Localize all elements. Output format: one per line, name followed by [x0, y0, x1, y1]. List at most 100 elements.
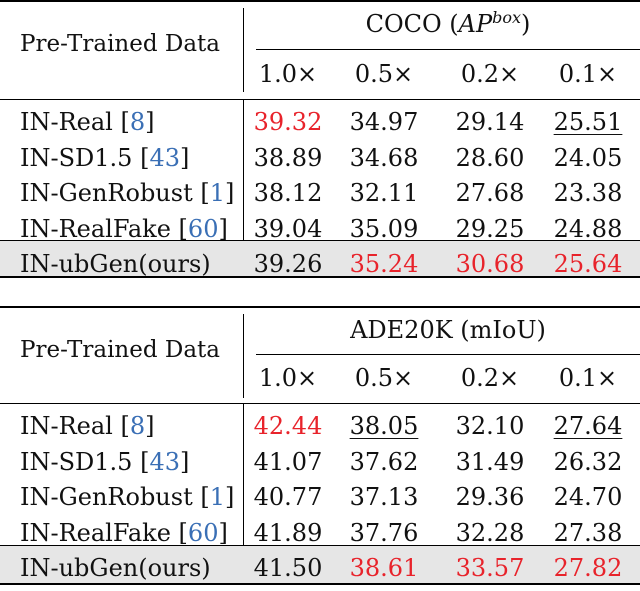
- value-text: 32.28: [455, 518, 525, 547]
- value-text: 35.24: [349, 250, 419, 278]
- method-name: IN-Real [: [20, 108, 130, 136]
- header-rule: [0, 403, 640, 404]
- citation-link[interactable]: 8: [129, 412, 146, 440]
- value-text: 42.44: [253, 412, 323, 440]
- value-cell: 28.60: [442, 144, 538, 172]
- title-underline: [256, 49, 640, 50]
- value-text: 40.77: [253, 483, 323, 511]
- bottom-rule: [0, 583, 640, 585]
- method-name: IN-ubGen(ours): [20, 554, 211, 582]
- value-cell: 35.09: [336, 215, 432, 243]
- value-text: 23.38: [553, 179, 623, 207]
- row-label: IN-ubGen(ours): [20, 250, 211, 278]
- title-prefix: COCO (: [365, 10, 459, 38]
- citation-bracket: ]: [179, 447, 190, 476]
- value-cell: 41.07: [240, 448, 336, 476]
- value-cell: 30.68: [442, 250, 538, 278]
- value-cell: 41.50: [240, 554, 336, 582]
- value-text: 34.97: [349, 108, 419, 136]
- method-name: IN-SD1.5 [: [20, 143, 150, 172]
- value-cell: 37.76: [336, 519, 432, 547]
- value-text: 38.61: [349, 554, 419, 582]
- column-header: 0.1×: [558, 60, 618, 88]
- citation-link[interactable]: 1: [209, 179, 225, 207]
- value-text: 34.68: [349, 143, 419, 172]
- value-text: 28.60: [455, 143, 525, 172]
- value-cell: 39.26: [240, 250, 336, 278]
- value-text: 37.62: [349, 447, 419, 476]
- method-name: IN-Real [: [20, 412, 130, 440]
- value-text: 37.76: [349, 518, 419, 547]
- value-text: 32.11: [349, 179, 419, 207]
- shade-rule: [0, 545, 640, 546]
- highlight-row-background: [0, 546, 640, 583]
- header-divider: [243, 314, 244, 398]
- citation-link[interactable]: 8: [129, 108, 146, 136]
- value-text: 32.10: [455, 412, 525, 440]
- value-text: 41.89: [253, 518, 323, 547]
- top-rule: [0, 0, 640, 2]
- value-cell: 39.32: [240, 108, 336, 136]
- value-text: 33.57: [455, 554, 525, 582]
- value-text: 25.64: [553, 250, 623, 278]
- coco-table: Pre-Trained Data COCO (APbox) 1.0× 0.5× …: [0, 0, 640, 285]
- value-cell: 23.38: [540, 179, 636, 207]
- row-label: IN-SD1.5 [43]: [20, 448, 189, 476]
- value-cell: 32.28: [442, 519, 538, 547]
- title-suffix: ): [521, 10, 531, 38]
- value-cell: 33.57: [442, 554, 538, 582]
- citation-link[interactable]: 43: [149, 447, 180, 476]
- value-text: 29.14: [455, 108, 525, 136]
- value-text: 31.49: [455, 447, 525, 476]
- method-name: IN-GenRobust [: [20, 179, 210, 207]
- value-cell: 37.13: [336, 483, 432, 511]
- method-name: IN-ubGen(ours): [20, 250, 211, 278]
- value-cell: 41.89: [240, 519, 336, 547]
- column-header: 0.5×: [354, 364, 414, 392]
- value-text: 24.70: [553, 483, 623, 511]
- citation-link[interactable]: 60: [187, 518, 219, 547]
- title-metric: AP: [458, 10, 493, 38]
- row-label: IN-Real [8]: [20, 108, 155, 136]
- citation-link[interactable]: 60: [187, 214, 219, 243]
- value-cell: 29.25: [442, 215, 538, 243]
- column-header: 0.1×: [558, 364, 618, 392]
- body-divider: [243, 100, 244, 276]
- value-text: 27.38: [553, 518, 623, 547]
- value-cell: 32.10: [442, 412, 538, 440]
- row-label: IN-GenRobust [1]: [20, 483, 234, 511]
- value-text: 26.32: [553, 447, 623, 476]
- value-cell: 34.68: [336, 144, 432, 172]
- citation-bracket: ]: [145, 412, 155, 440]
- value-cell: 40.77: [240, 483, 336, 511]
- citation-bracket: ]: [218, 518, 228, 547]
- value-text: 38.12: [253, 179, 323, 207]
- value-text: 39.32: [253, 108, 323, 136]
- row-label: IN-RealFake [60]: [20, 519, 228, 547]
- header-label: Pre-Trained Data: [20, 31, 221, 57]
- value-text: 27.64: [553, 412, 623, 440]
- title-sup: box: [492, 8, 522, 27]
- citation-link[interactable]: 43: [149, 143, 180, 172]
- value-cell: 27.68: [442, 179, 538, 207]
- header-divider: [243, 8, 244, 92]
- row-label: IN-Real [8]: [20, 412, 155, 440]
- citation-bracket: ]: [145, 108, 155, 136]
- highlight-row-background: [0, 241, 640, 276]
- value-text: 41.07: [253, 447, 323, 476]
- value-text: 38.89: [253, 143, 323, 172]
- citation-bracket: ]: [225, 483, 235, 511]
- value-text: 27.68: [455, 179, 525, 207]
- header-label: Pre-Trained Data: [20, 337, 221, 363]
- value-cell: 29.36: [442, 483, 538, 511]
- value-text: 29.36: [455, 483, 525, 511]
- value-cell: 24.88: [540, 215, 636, 243]
- row-label: IN-ubGen(ours): [20, 554, 211, 582]
- value-cell: 29.14: [442, 108, 538, 136]
- value-text: 37.13: [349, 483, 419, 511]
- value-cell: 25.51: [540, 108, 636, 136]
- citation-bracket: ]: [218, 214, 228, 243]
- value-text: 41.50: [253, 554, 323, 582]
- citation-link[interactable]: 1: [209, 483, 225, 511]
